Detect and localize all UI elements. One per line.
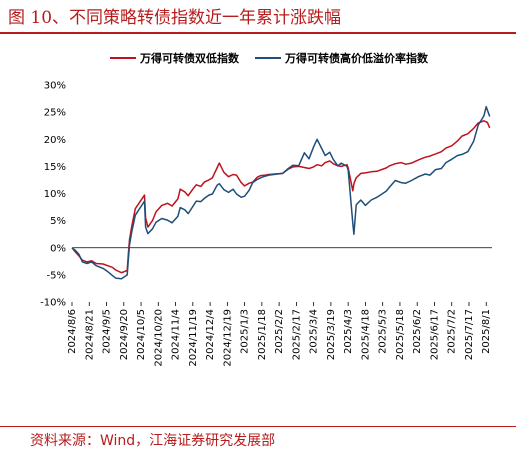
legend-label-1: 万得可转债双低指数: [139, 51, 240, 65]
x-tick-label: 2025/1/3: [240, 309, 251, 354]
y-tick-label: 0%: [50, 243, 66, 254]
x-tick-label: 2025/7/17: [464, 309, 475, 360]
line-chart: 万得可转债双低指数 万得可转债高价低溢价率指数 30% 25% 20% 15% 10% 5%…: [40, 51, 492, 367]
x-tick-label: 2025/6/17: [429, 309, 440, 360]
x-tick-label: 2025/5/18: [395, 309, 406, 360]
x-tick-label: 2024/12/4: [205, 309, 216, 360]
y-tick-label: -5%: [47, 270, 66, 281]
y-tick-label: 20%: [44, 135, 66, 146]
chart-legend: 万得可转债双低指数 万得可转债高价低溢价率指数: [110, 51, 429, 65]
source-note: 资料来源：Wind，江海证券研究发展部: [30, 433, 276, 449]
legend-label-2: 万得可转债高价低溢价率指数: [284, 51, 429, 65]
x-tick-label: 2025/5/3: [378, 309, 389, 354]
x-tick-label: 2024/10/20: [153, 309, 164, 367]
x-tick-label: 2025/2/2: [274, 309, 285, 354]
x-tick-label: 2024/9/5: [102, 309, 113, 354]
x-tick-label: 2025/3/19: [326, 309, 337, 360]
y-tick-label: 30%: [44, 81, 66, 92]
x-tick-label: 2025/3/4: [309, 309, 320, 354]
x-tick-label: 2025/7/2: [447, 309, 458, 354]
x-tick-label: 2025/8/1: [481, 309, 492, 354]
plot-lines: [71, 105, 491, 280]
series-line-2: [71, 105, 491, 280]
figure-title: 图 10、不同策略转债指数近一年累计涨跌幅: [8, 8, 342, 28]
y-tick-label: 10%: [44, 189, 66, 200]
series-line-1: [71, 120, 491, 274]
x-tick-label: 2025/6/2: [412, 309, 423, 354]
y-tick-label: 15%: [44, 162, 66, 173]
title-rule: [0, 32, 516, 34]
y-tick-label: 5%: [50, 216, 66, 227]
x-tick-label: 2024/12/19: [222, 309, 233, 367]
x-tick-label: 2024/10/5: [136, 309, 147, 360]
x-tick-label: 2024/9/20: [119, 309, 130, 360]
x-tick-label: 2025/1/18: [257, 309, 268, 360]
x-tick-label: 2024/11/19: [188, 309, 199, 367]
y-tick-label: -10%: [40, 298, 66, 309]
y-axis: 30% 25% 20% 15% 10% 5% 0% -5% -10%: [40, 81, 66, 309]
y-tick-label: 25%: [44, 108, 66, 119]
x-axis: 2024/8/6 2024/8/21 2024/9/5 2024/9/20 2024/1…: [67, 247, 492, 367]
x-tick-label: 2025/4/3: [343, 309, 354, 354]
footer-rule: [0, 426, 516, 427]
x-tick-label: 2025/4/18: [360, 309, 371, 360]
x-tick-label: 2024/8/21: [84, 309, 95, 360]
x-tick-label: 2024/11/4: [171, 309, 182, 360]
x-tick-label: 2024/8/6: [67, 309, 78, 354]
x-tick-label: 2025/2/17: [291, 309, 302, 360]
